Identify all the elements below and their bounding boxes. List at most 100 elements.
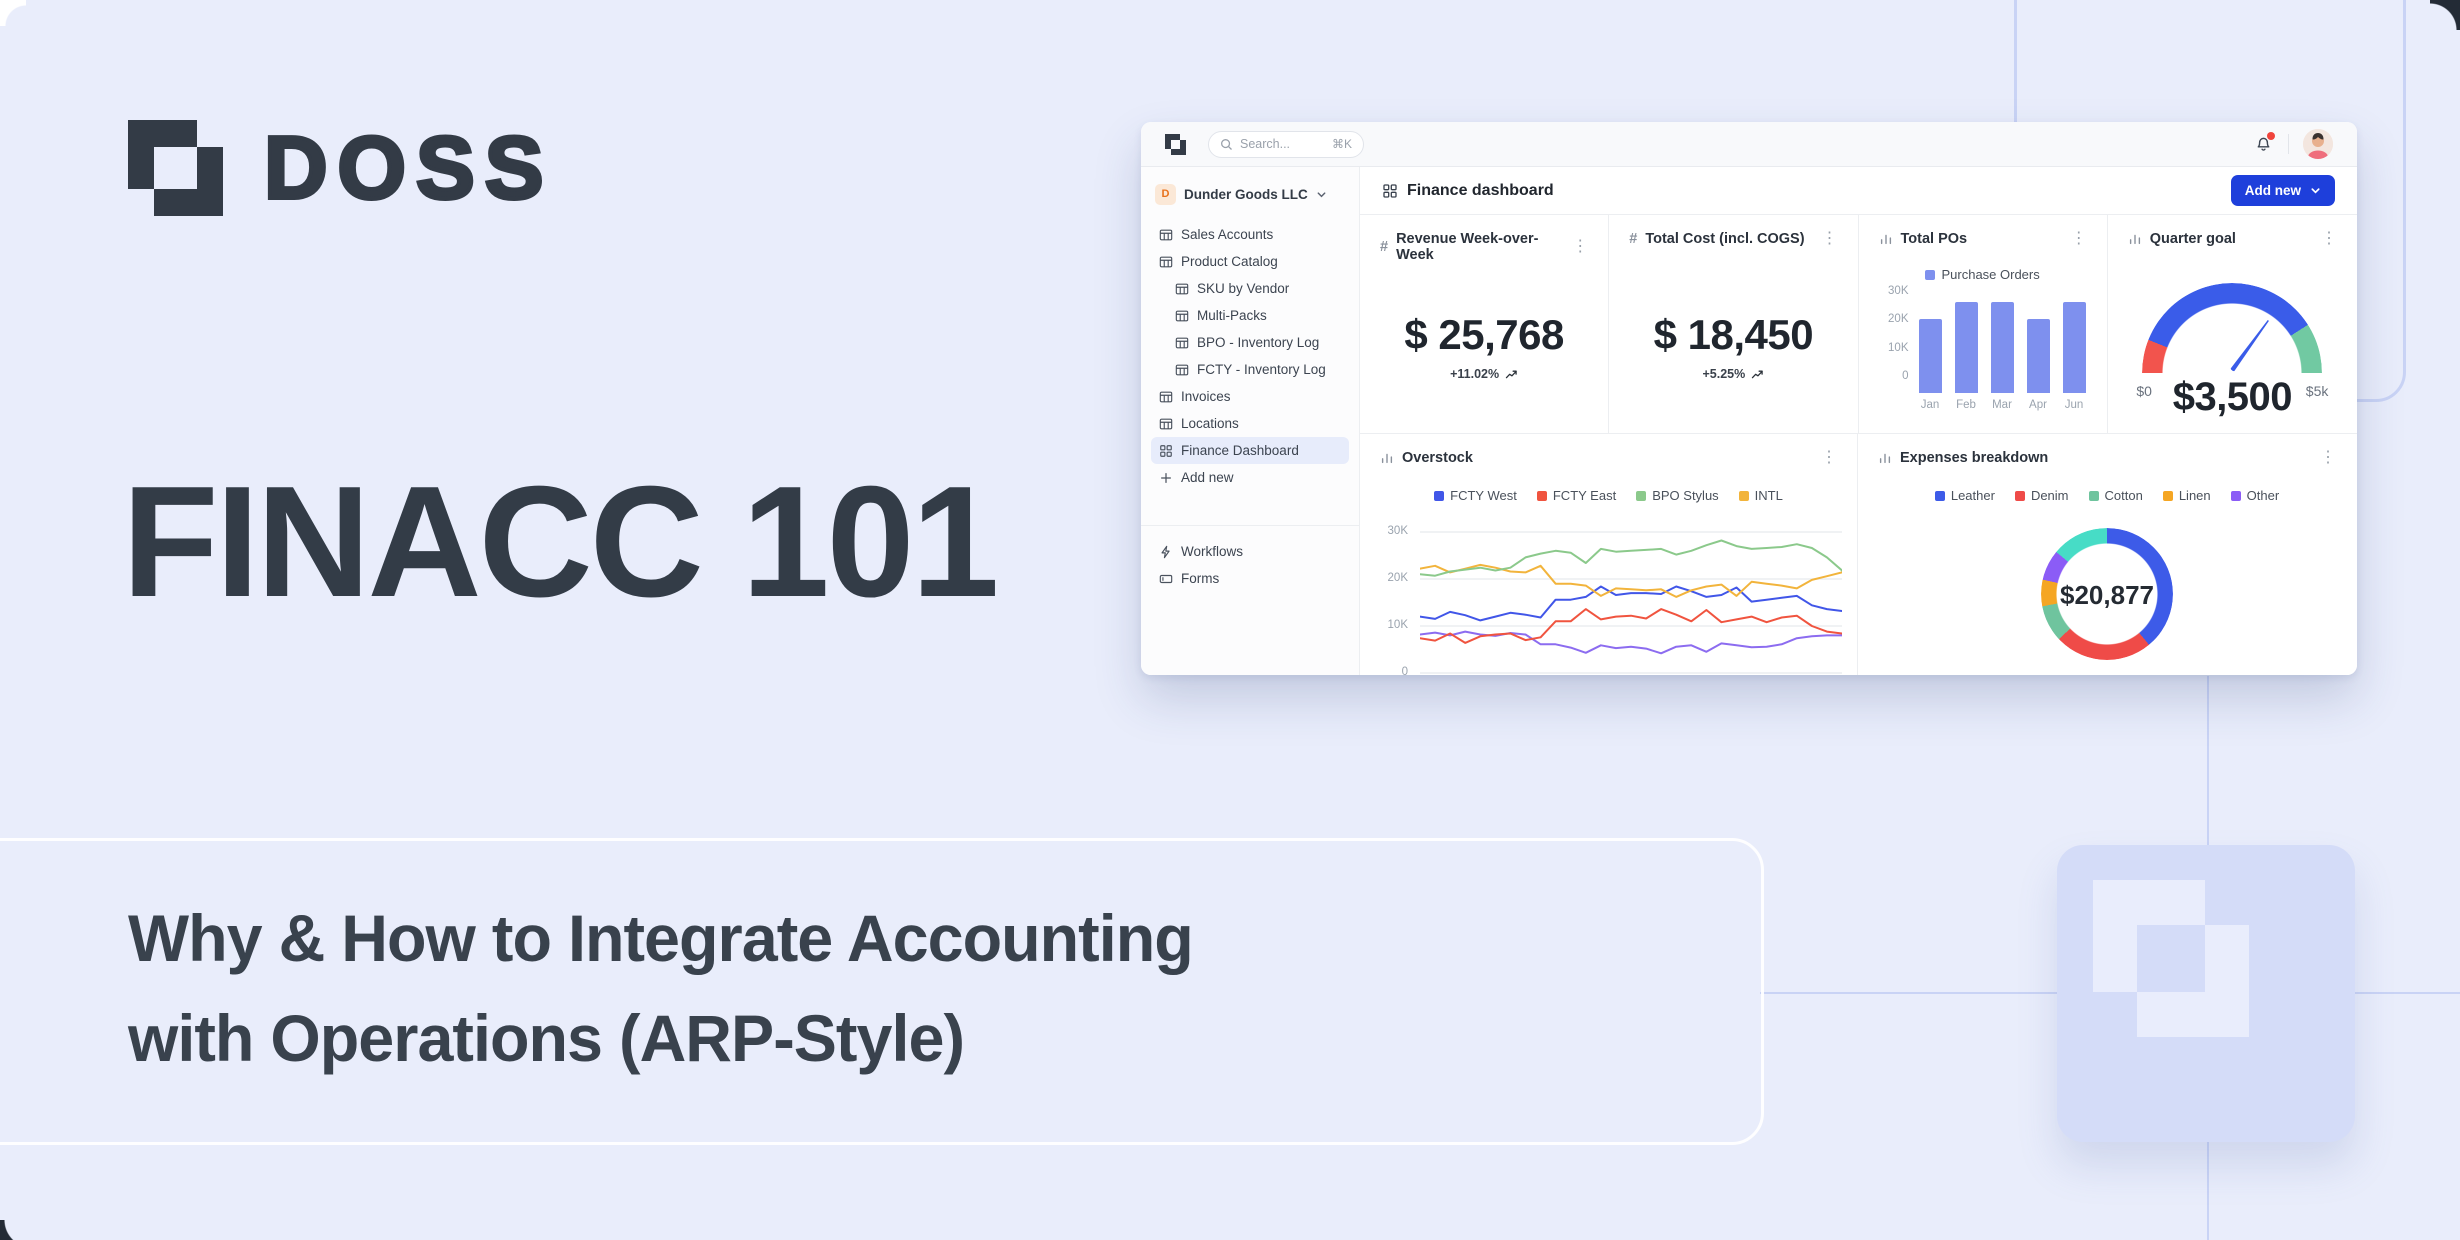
card-menu-button[interactable]: ⋮ [2321, 230, 2337, 247]
legend-item-leather: Leather [1934, 488, 1995, 503]
sidebar-item-label: Forms [1181, 571, 1220, 586]
total-pos-legend: Purchase Orders [1859, 267, 2107, 282]
table-icon [1159, 228, 1173, 242]
search-placeholder: Search... [1240, 137, 1291, 151]
gauge-arc [2142, 283, 2323, 375]
legend-item-other: Other [2230, 488, 2279, 503]
legend-item-purchase-orders: Purchase Orders [1925, 267, 2040, 282]
zap-icon [1159, 545, 1173, 559]
y-axis-ticks: 0 10K 20K 30K [1888, 284, 1909, 382]
sidebar-item-workflows[interactable]: Workflows [1151, 538, 1349, 565]
sidebar: D Dunder Goods LLC Sales Accounts Product… [1141, 167, 1360, 675]
workspace-avatar: D [1155, 183, 1176, 205]
card-menu-button[interactable]: ⋮ [1572, 238, 1589, 255]
sidebar-item-locations[interactable]: Locations [1151, 410, 1349, 437]
table-icon [1159, 255, 1173, 269]
card-menu-button[interactable]: ⋮ [2070, 230, 2087, 247]
card-title: Expenses breakdown [1900, 450, 2049, 466]
sidebar-item-product-catalog[interactable]: Product Catalog [1151, 248, 1349, 275]
trend-up-icon [1505, 370, 1517, 378]
card-menu-button[interactable]: ⋮ [1821, 449, 1837, 466]
overstock-line-chart [1420, 524, 1842, 675]
workspace-selector[interactable]: D Dunder Goods LLC [1151, 179, 1349, 209]
dashboard-icon [1383, 183, 1397, 198]
revenue-card: # Revenue Week-over-Week ⋮ $ 25,768 +11.… [1360, 215, 1610, 433]
table-icon [1159, 417, 1173, 431]
revenue-value: $ 25,768 [1404, 311, 1564, 358]
sidebar-item-label: Locations [1181, 416, 1239, 431]
table-icon [1175, 282, 1189, 296]
search-icon [1220, 138, 1233, 151]
bar-chart-icon [1879, 453, 1891, 464]
bar-jun [2062, 301, 2086, 393]
app-logo-icon[interactable] [1165, 133, 1186, 155]
sidebar-item-label: Invoices [1181, 389, 1231, 404]
quarter-goal-card: Quarter goal ⋮ $0 $5k $3,500 [2108, 215, 2357, 433]
sidebar-nav: Sales Accounts Product Catalog SKU by Vend… [1151, 221, 1349, 491]
brand-card-logo-icon [2093, 880, 2319, 1107]
gauge-min-label: $0 [2136, 383, 2152, 399]
revenue-delta: +11.02% [1450, 367, 1500, 381]
bars [1918, 299, 2086, 393]
avatar[interactable] [2303, 129, 2333, 159]
page-subtitle-line1: Why & How to Integrate Accounting [128, 901, 1194, 975]
sidebar-item-label: Add new [1181, 470, 1234, 485]
card-title: Overstock [1402, 450, 1473, 466]
sidebar-item-label: FCTY - Inventory Log [1197, 362, 1326, 377]
legend-item-cotton: Cotton [2088, 488, 2143, 503]
notifications-button[interactable] [2254, 132, 2275, 154]
table-icon [1175, 336, 1189, 350]
search-shortcut: ⌘K [1331, 137, 1352, 151]
sidebar-item-fcty-inventory-log[interactable]: FCTY - Inventory Log [1151, 356, 1349, 383]
sidebar-divider [1141, 525, 1359, 526]
sidebar-item-bpo-inventory-log[interactable]: BPO - Inventory Log [1151, 329, 1349, 356]
finance-dashboard-window: Search... ⌘K D [1141, 122, 2357, 675]
table-icon [1175, 363, 1189, 377]
legend-item-fcty-west: FCTY West [1434, 488, 1517, 503]
search-input[interactable]: Search... ⌘K [1208, 130, 1364, 158]
legend-item-intl: INTL [1738, 488, 1783, 503]
sidebar-footer: Workflows Forms [1151, 538, 1349, 592]
add-new-button[interactable]: Add new [2230, 175, 2335, 206]
total-cost-card: # Total Cost (incl. COGS) ⋮ $ 18,450 +5.… [1609, 215, 1859, 433]
corner-accent-bottom-left [0, 1220, 32, 1240]
bar-chart-icon [1880, 234, 1891, 245]
page-subtitle: Why & How to Integrate Accounting with O… [128, 888, 1194, 1088]
legend-item-linen: Linen [2162, 488, 2211, 503]
number-icon: # [1380, 239, 1389, 255]
sidebar-item-finance-dashboard[interactable]: Finance Dashboard [1151, 437, 1349, 464]
main-panel: Finance dashboard Add new # Revenue Week… [1360, 167, 2357, 675]
card-title: Quarter goal [2149, 231, 2236, 247]
brand-wordmark: DOSS [262, 118, 554, 218]
bar-mar [1990, 301, 2014, 393]
sidebar-item-add-new[interactable]: Add new [1151, 464, 1349, 491]
brand-logo-icon [128, 120, 224, 216]
gauge-chart [2142, 283, 2323, 375]
expenses-legend: Leather Denim Cotton Linen Other [1858, 488, 2356, 503]
gauge-max-label: $5k [2305, 383, 2329, 399]
card-title: Revenue Week-over-Week [1396, 231, 1539, 263]
topbar-divider [2288, 134, 2289, 154]
corner-accent-top-right [2430, 0, 2460, 30]
sidebar-item-label: BPO - Inventory Log [1197, 335, 1320, 350]
bar-feb [1954, 301, 1978, 393]
sidebar-item-invoices[interactable]: Invoices [1151, 383, 1349, 410]
card-menu-button[interactable]: ⋮ [2320, 449, 2336, 466]
x-axis-labels: Jan Feb Mar Apr Jun [1920, 399, 2084, 411]
sidebar-item-forms[interactable]: Forms [1151, 565, 1349, 592]
table-icon [1159, 390, 1173, 404]
page-subtitle-line2: with Operations (ARP-Style) [128, 1001, 965, 1075]
card-menu-button[interactable]: ⋮ [1821, 230, 1838, 247]
sidebar-item-sales-accounts[interactable]: Sales Accounts [1151, 221, 1349, 248]
total-cost-value: $ 18,450 [1653, 311, 1814, 358]
sidebar-item-multi-packs[interactable]: Multi-Packs [1151, 302, 1349, 329]
card-title: Total Cost (incl. COGS) [1645, 231, 1805, 247]
sidebar-item-sku-by-vendor[interactable]: SKU by Vendor [1151, 275, 1349, 302]
overstock-legend: FCTY West FCTY East BPO Stylus INTL [1360, 488, 1857, 503]
trend-up-icon [1752, 370, 1763, 378]
sidebar-item-label: Multi-Packs [1197, 308, 1267, 323]
brand-card [2057, 845, 2355, 1142]
overstock-card: Overstock ⋮ FCTY West FCTY East BPO Stylus… [1360, 434, 1858, 675]
plus-icon [1159, 471, 1173, 485]
subtitle-panel [0, 838, 1764, 1145]
